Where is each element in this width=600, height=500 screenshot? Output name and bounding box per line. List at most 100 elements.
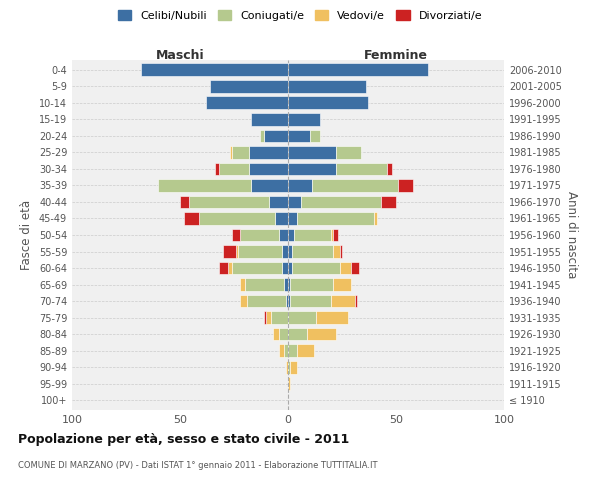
Bar	[316, 311, 349, 324]
Bar	[286, 360, 288, 374]
Bar	[247, 294, 286, 308]
Bar	[280, 328, 288, 340]
Bar	[271, 311, 288, 324]
Bar	[219, 162, 249, 175]
Bar	[249, 146, 288, 159]
Bar	[232, 262, 281, 274]
Bar	[288, 344, 296, 357]
Bar	[331, 294, 355, 308]
Bar	[232, 228, 241, 241]
Text: COMUNE DI MARZANO (PV) - Dati ISTAT 1° gennaio 2011 - Elaborazione TUTTITALIA.IT: COMUNE DI MARZANO (PV) - Dati ISTAT 1° g…	[18, 460, 377, 469]
Bar	[288, 113, 320, 126]
Bar	[219, 262, 227, 274]
Bar	[288, 96, 368, 110]
Bar	[334, 228, 338, 241]
Bar	[273, 328, 280, 340]
Bar	[215, 162, 219, 175]
Bar	[310, 130, 320, 142]
Bar	[355, 294, 357, 308]
Bar	[288, 294, 290, 308]
Bar	[334, 245, 340, 258]
Bar	[288, 377, 290, 390]
Bar	[210, 80, 288, 93]
Bar	[381, 196, 396, 208]
Bar	[295, 228, 331, 241]
Legend: Celibi/Nubili, Coniugati/e, Vedovi/e, Divorziati/e: Celibi/Nubili, Coniugati/e, Vedovi/e, Di…	[116, 8, 484, 24]
Bar	[275, 212, 288, 225]
Bar	[180, 196, 188, 208]
Bar	[232, 146, 249, 159]
Bar	[288, 262, 292, 274]
Bar	[280, 228, 288, 241]
Text: Popolazione per età, sesso e stato civile - 2011: Popolazione per età, sesso e stato civil…	[18, 432, 349, 446]
Text: Maschi: Maschi	[155, 48, 205, 62]
Bar	[284, 344, 288, 357]
Bar	[334, 278, 350, 291]
Bar	[238, 245, 281, 258]
Bar	[281, 245, 288, 258]
Bar	[245, 278, 284, 291]
Bar	[340, 245, 342, 258]
Bar	[280, 344, 284, 357]
Bar	[288, 245, 292, 258]
Bar	[251, 113, 288, 126]
Bar	[266, 311, 271, 324]
Bar	[301, 196, 381, 208]
Bar	[227, 262, 232, 274]
Bar	[188, 196, 269, 208]
Bar	[241, 228, 280, 241]
Bar	[141, 64, 288, 76]
Bar	[292, 262, 340, 274]
Bar	[374, 212, 377, 225]
Bar	[288, 64, 428, 76]
Bar	[388, 162, 392, 175]
Bar	[350, 262, 359, 274]
Bar	[236, 245, 238, 258]
Bar	[241, 278, 245, 291]
Bar	[286, 294, 288, 308]
Bar	[199, 212, 275, 225]
Bar	[290, 278, 334, 291]
Bar	[288, 328, 307, 340]
Bar	[288, 162, 335, 175]
Bar	[288, 130, 310, 142]
Bar	[288, 311, 316, 324]
Bar	[288, 146, 335, 159]
Bar	[288, 360, 290, 374]
Bar	[288, 278, 290, 291]
Bar	[288, 228, 295, 241]
Bar	[340, 262, 350, 274]
Bar	[264, 311, 266, 324]
Bar	[288, 196, 301, 208]
Bar	[260, 130, 264, 142]
Y-axis label: Anni di nascita: Anni di nascita	[565, 192, 578, 278]
Bar	[398, 179, 413, 192]
Bar	[296, 212, 374, 225]
Bar	[335, 162, 388, 175]
Bar	[335, 146, 361, 159]
Bar	[281, 262, 288, 274]
Bar	[288, 212, 296, 225]
Bar	[184, 212, 199, 225]
Bar	[296, 344, 314, 357]
Bar	[284, 278, 288, 291]
Bar	[269, 196, 288, 208]
Bar	[251, 179, 288, 192]
Bar	[241, 294, 247, 308]
Bar	[249, 162, 288, 175]
Bar	[292, 245, 334, 258]
Bar	[206, 96, 288, 110]
Bar	[223, 245, 236, 258]
Bar	[290, 360, 296, 374]
Y-axis label: Fasce di età: Fasce di età	[20, 200, 33, 270]
Bar	[312, 179, 398, 192]
Bar	[264, 130, 288, 142]
Bar	[290, 294, 331, 308]
Bar	[230, 146, 232, 159]
Bar	[158, 179, 251, 192]
Bar	[288, 179, 312, 192]
Bar	[288, 80, 366, 93]
Text: Femmine: Femmine	[364, 48, 428, 62]
Bar	[331, 228, 334, 241]
Bar	[307, 328, 335, 340]
